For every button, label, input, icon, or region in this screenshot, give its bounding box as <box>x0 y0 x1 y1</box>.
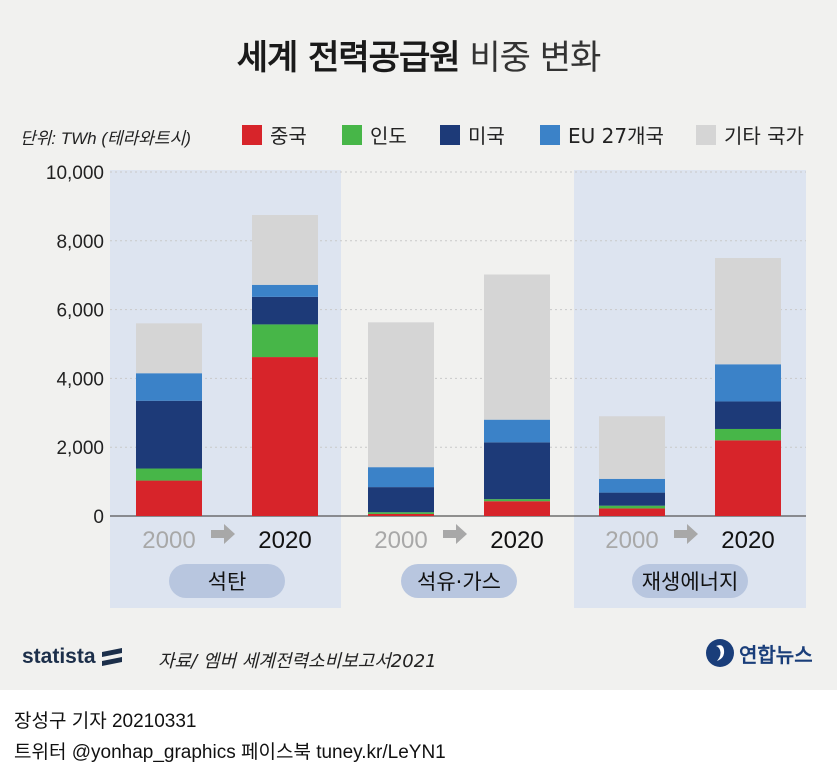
bar-segment <box>715 258 781 365</box>
legend-label-usa: 미국 <box>468 124 505 148</box>
category-pill <box>632 564 748 598</box>
bar-segment <box>484 419 550 443</box>
bar-segment <box>136 400 202 469</box>
yonhap-logo-icon <box>706 639 734 667</box>
yonhap-wordmark: 연합뉴스 <box>739 642 813 667</box>
arrow-right-icon <box>443 524 467 544</box>
yonhap-brand: 연합뉴스 <box>705 638 813 668</box>
bar-segment <box>599 505 665 509</box>
chart-title: 세계 전력공급원 비중 변화 <box>0 30 837 79</box>
bar-segment <box>368 467 434 488</box>
social-credit: 트위터 @yonhap_graphics 페이스북 tuney.kr/LeYN1 <box>14 742 446 763</box>
y-tick-label: 6,000 <box>56 301 104 322</box>
y-tick-label: 0 <box>93 507 104 528</box>
bar-segment <box>599 508 665 516</box>
category-label: 석탄 <box>208 570 247 594</box>
bar-segment <box>599 416 665 479</box>
reporter-credit: 장성구 기자 20210331 <box>14 711 197 732</box>
category-label: 재생에너지 <box>642 570 739 594</box>
arrow-right-icon <box>211 524 235 544</box>
bar-segment <box>136 373 202 401</box>
bar-segment <box>136 323 202 374</box>
y-tick-label: 10,000 <box>46 163 104 184</box>
statista-brand: statista <box>22 645 122 669</box>
legend-swatch-china <box>242 124 262 145</box>
bar-segment <box>599 478 665 493</box>
legend-item-others: 기타 국가 <box>696 120 804 149</box>
bar-segment <box>252 324 318 358</box>
legend-label-china: 중국 <box>270 124 307 148</box>
category-pill <box>401 564 517 598</box>
year-label-start: 2000 <box>374 527 427 554</box>
statista-wordmark: statista <box>22 645 96 668</box>
bar-segment <box>368 322 434 468</box>
legend-swatch-eu <box>540 124 560 145</box>
bar-segment <box>368 512 434 514</box>
bar-segment <box>715 401 781 429</box>
legend-item-usa: 미국 <box>440 120 505 149</box>
unit-label: 단위: TWh (테라와트시) <box>20 129 191 148</box>
legend-swatch-usa <box>440 124 460 145</box>
y-tick-label: 8,000 <box>56 232 104 253</box>
legend-label-others: 기타 국가 <box>724 124 804 148</box>
bar-segment <box>715 364 781 402</box>
year-label-end: 2020 <box>490 527 543 554</box>
bar-segment <box>368 487 434 513</box>
y-tick-label: 4,000 <box>56 369 104 390</box>
year-label-start: 2000 <box>605 527 658 554</box>
bar-segment <box>252 284 318 297</box>
year-label-end: 2020 <box>721 527 774 554</box>
source-note: 자료/ 엠버 세계전력소비보고서2021 <box>158 651 437 672</box>
bar-segment <box>484 442 550 500</box>
legend-swatch-others <box>696 124 716 145</box>
legend-item-china: 중국 <box>242 120 307 149</box>
legend-item-india: 인도 <box>342 120 407 149</box>
bar-segment <box>136 480 202 516</box>
year-label-start: 2000 <box>142 527 195 554</box>
title-bold: 세계 전력공급원 <box>236 38 461 78</box>
bar-segment <box>484 499 550 502</box>
title-light: 비중 변화 <box>469 38 601 78</box>
bar-segment <box>599 492 665 506</box>
bar-segment <box>136 468 202 481</box>
legend-label-eu: EU 27개국 <box>568 124 664 148</box>
legend-item-eu: EU 27개국 <box>540 120 664 149</box>
legend-swatch-india <box>342 124 362 145</box>
category-label: 석유·가스 <box>417 570 501 594</box>
statista-logo-icon <box>101 648 122 666</box>
y-tick-label: 2,000 <box>56 438 104 459</box>
category-pill <box>169 564 285 598</box>
bar-segment <box>484 501 550 516</box>
year-label-end: 2020 <box>258 527 311 554</box>
bar-segment <box>252 357 318 516</box>
legend: 단위: TWh (테라와트시) 중국 인도 미국 EU 27개국 기타 국가 <box>20 120 830 150</box>
legend-label-india: 인도 <box>370 124 407 148</box>
bar-segment <box>484 274 550 420</box>
bar-segment <box>252 215 318 285</box>
stacked-bar-chart: 0 2,000 4,000 6,000 8,000 10,000 2000 2020 석탄 200… <box>46 163 806 608</box>
bar-segment <box>252 296 318 325</box>
bar-segment <box>368 513 434 516</box>
bar-segment <box>715 428 781 441</box>
bar-segment <box>715 440 781 516</box>
arrow-right-icon <box>674 524 698 544</box>
